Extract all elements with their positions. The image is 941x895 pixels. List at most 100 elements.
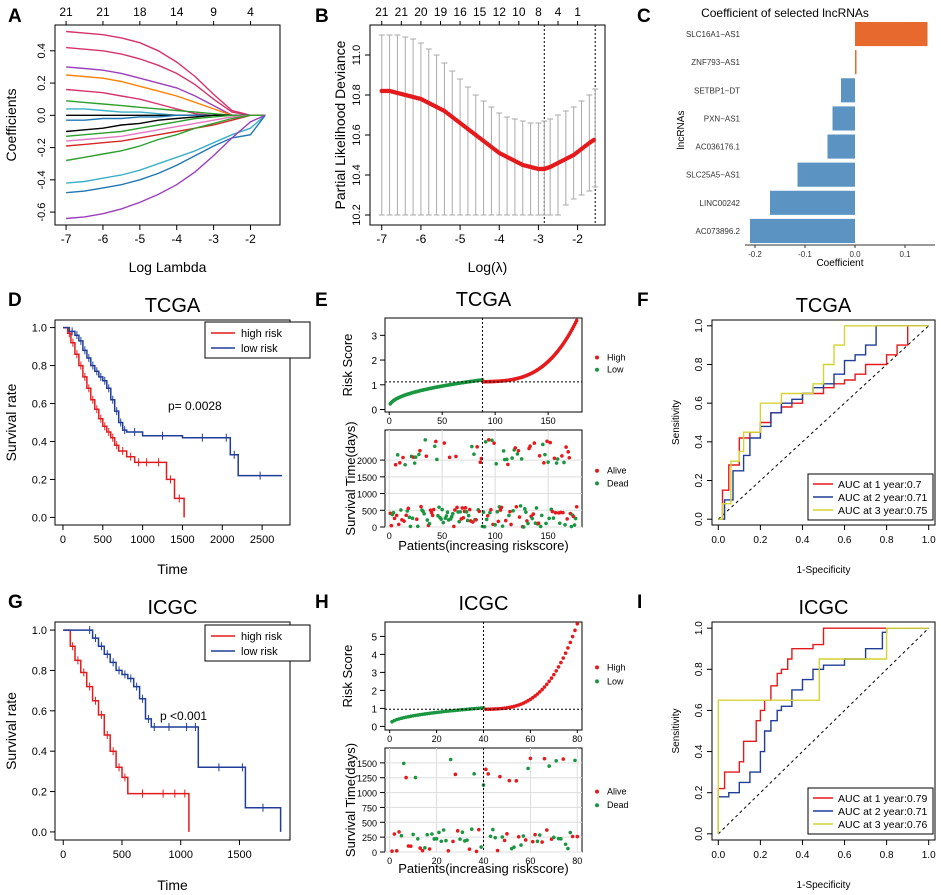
top-tick-label: 20 [414,5,428,19]
y-tick-label: 1.0 [694,318,705,332]
coef-bar [855,50,857,75]
survival-point [455,829,460,833]
risk-point [570,634,575,639]
km-frame [54,621,291,841]
survival-point [566,450,571,454]
km-curve [63,326,282,477]
risk-point [574,318,579,323]
roc-frame [711,319,936,526]
y-tick-label: 1000 [357,789,377,799]
top-tick-label: 15 [473,5,487,19]
x-tick-label: 60 [525,856,535,866]
y-axis-label: Survival rate [3,383,19,461]
survival-point [410,516,415,521]
survival-point [482,524,487,529]
survival-point [444,514,449,518]
survival-point [531,512,536,516]
survival-point [488,834,493,839]
survival-point [568,830,573,835]
roc-frame [711,621,936,841]
top-tick-label: 18 [133,5,147,19]
survival-point [544,521,548,526]
legend-label: Dead [607,800,629,810]
top-tick-label: 21 [375,5,389,19]
survival-point [422,511,426,516]
risk-point [554,669,559,673]
coef-path [65,114,266,162]
legend-dot [595,468,599,473]
survival-point [419,504,423,509]
legend-dot [595,367,599,372]
chart-title: ICGC [459,593,509,615]
x-tick-label: 50 [437,531,447,541]
survival-point [427,847,432,851]
survival-point [483,440,488,444]
p-value: p= 0.0028 [168,399,222,413]
chart-title: ICGC [148,597,198,619]
chart-title: Coefficient of selected lncRNAs [701,6,869,20]
survival-point [524,510,528,514]
top-tick-label: 21 [96,5,110,19]
survival-point [450,511,455,516]
legend-label: high risk [241,328,282,340]
survival-point [501,449,506,453]
survival-point [393,462,398,467]
x-tick-label: 2500 [250,534,274,546]
survival-point [561,510,565,515]
y-tick-label: 0.6 [32,399,47,411]
risk-point [568,640,573,645]
survival-point [557,521,562,525]
survival-point [444,838,448,843]
x-axis-label: Time [157,561,188,577]
y-tick-label: 1.0 [32,323,47,335]
survival-point [427,521,432,526]
x-axis-label: 1-Specificity [797,880,851,891]
survival-point [521,525,526,529]
survival-point [429,510,434,515]
survival-point [534,506,539,510]
survival-point [425,832,430,837]
y-tick-label: 1 [371,381,377,392]
survival-point [408,844,413,848]
category-label: AC073896.2 [696,227,741,236]
x-tick-label: 0.8 [880,535,894,546]
y-tick-label: 1.0 [694,621,705,635]
y-axis-label: Risk Score [340,334,355,397]
survival-point [550,509,555,514]
x-tick-label: 500 [94,534,112,546]
roc-curve [717,627,929,834]
survival-point [452,524,456,529]
survival-point [403,462,407,467]
survival-point [553,510,558,515]
y-tick-label: 0.2 [32,787,47,799]
risk-top-frame [384,317,583,413]
x-tick-label: 100 [488,531,503,541]
survival-point [484,767,488,772]
survival-point [466,513,471,518]
x-tick-label: 500 [113,849,131,861]
survival-point [565,517,569,521]
km-frame [54,319,291,526]
x-tick-label: 0 [387,856,392,866]
coef-bar [827,134,855,159]
legend-label: High [607,352,626,362]
x-axis-label: Patients(increasing riskscore) [398,861,569,876]
y-tick-label: 0.0 [694,826,705,840]
survival-point [567,455,572,460]
survival-point [511,508,515,513]
y-tick-label: 750 [362,803,377,813]
roc-curve [717,627,929,834]
survival-point [542,461,546,465]
risk-point [537,690,542,694]
panel-label-i: I [637,592,643,613]
survival-point [431,507,436,512]
survival-point [566,846,570,851]
survival-point [519,457,524,461]
survival-point [401,761,406,766]
y-tick-label: 0.8 [694,357,705,371]
y-tick-label: 1500 [357,473,377,483]
survival-point [448,757,453,762]
survival-point [530,516,535,521]
survival-point [408,524,413,529]
survival-point [439,839,444,844]
